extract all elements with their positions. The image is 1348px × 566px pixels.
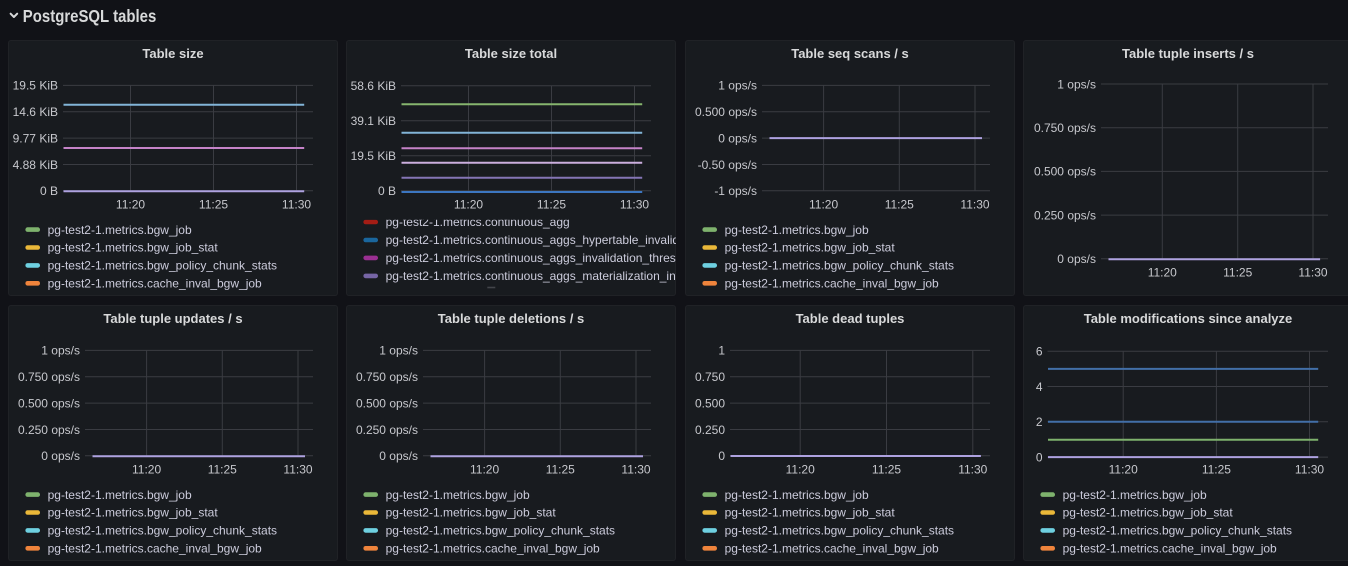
svg-text:58.6 KiB: 58.6 KiB [351,79,396,93]
svg-text:11:30: 11:30 [958,462,987,476]
svg-text:1 ops/s: 1 ops/s [718,79,757,93]
svg-text:11:30: 11:30 [620,197,649,211]
svg-text:pg-test2-1.metrics.bgw_job_sta: pg-test2-1.metrics.bgw_job_stat [386,506,557,520]
svg-text:pg-test2-1.metrics.continuous_: pg-test2-1.metrics.continuous_agg [386,215,570,229]
svg-text:11:25: 11:25 [871,462,900,476]
svg-text:11:20: 11:20 [132,462,161,476]
svg-text:11:30: 11:30 [1295,462,1324,476]
svg-text:pg-test2-1.metrics.bgw_policy_: pg-test2-1.metrics.bgw_policy_chunk_stat… [724,259,953,273]
svg-text:pg-test2-1.metrics.bgw_policy_: pg-test2-1.metrics.bgw_policy_chunk_stat… [724,524,953,538]
svg-text:11:25: 11:25 [1202,462,1231,476]
svg-text:9.77 KiB: 9.77 KiB [13,131,58,145]
svg-text:6: 6 [1036,345,1043,359]
svg-text:11:20: 11:20 [116,197,145,211]
svg-text:Table size: Table size [142,46,203,61]
svg-text:Table seq scans / s: Table seq scans / s [791,46,909,61]
svg-text:pg-test2-1.metrics.cache_inval: pg-test2-1.metrics.cache_inval_bgw_job [724,277,938,291]
svg-text:11:20: 11:20 [1148,265,1177,279]
svg-text:0.500 ops/s: 0.500 ops/s [694,105,756,119]
svg-text:4: 4 [1036,380,1043,394]
svg-text:0: 0 [718,449,725,463]
svg-text:0.250 ops/s: 0.250 ops/s [356,423,418,437]
svg-text:-1 ops/s: -1 ops/s [714,184,757,198]
svg-text:PostgreSQL tables: PostgreSQL tables [23,6,157,26]
svg-text:0.500 ops/s: 0.500 ops/s [1034,165,1096,179]
svg-text:pg-test2-1.metrics.bgw_job: pg-test2-1.metrics.bgw_job [386,488,530,502]
svg-text:0.250: 0.250 [694,423,724,437]
svg-text:pg-test2-1.metrics.cache_inval: pg-test2-1.metrics.cache_inval_bgw_job [386,542,600,556]
svg-text:0.750 ops/s: 0.750 ops/s [356,370,418,384]
svg-text:14.6 KiB: 14.6 KiB [13,105,58,119]
svg-text:pg-test2-1.metrics.bgw_policy_: pg-test2-1.metrics.bgw_policy_chunk_stat… [48,524,277,538]
svg-text:pg-test2-1.metrics.bgw_policy_: pg-test2-1.metrics.bgw_policy_chunk_stat… [386,524,615,538]
svg-text:pg-test2-1.metrics.cache_inval: pg-test2-1.metrics.cache_inval_bgw_job [48,542,262,556]
svg-text:pg-test2-1.metrics.bgw_job_sta: pg-test2-1.metrics.bgw_job_stat [724,506,895,520]
svg-text:pg-test2-1.metrics.bgw_job_sta: pg-test2-1.metrics.bgw_job_stat [1063,506,1234,520]
svg-text:pg-test2-1.metrics.cache_inval: pg-test2-1.metrics.cache_inval_bgw_job [1063,542,1277,556]
svg-text:pg-test2-1.metrics.bgw_job: pg-test2-1.metrics.bgw_job [48,223,192,237]
svg-text:Table dead tuples: Table dead tuples [795,311,904,326]
svg-text:0.250 ops/s: 0.250 ops/s [1034,208,1096,222]
svg-text:0.750: 0.750 [694,370,724,384]
svg-text:Table size total: Table size total [465,46,557,61]
svg-text:2: 2 [1036,415,1043,429]
svg-text:1 ops/s: 1 ops/s [1057,77,1096,91]
svg-text:pg-test2-1.metrics.bgw_policy_: pg-test2-1.metrics.bgw_policy_chunk_stat… [1063,524,1292,538]
svg-text:pg-test2-1.metrics.bgw_job: pg-test2-1.metrics.bgw_job [724,223,868,237]
svg-text:0.500 ops/s: 0.500 ops/s [356,396,418,410]
svg-text:11:30: 11:30 [960,197,989,211]
svg-text:11:20: 11:20 [1109,462,1138,476]
svg-text:pg-test2-1.metrics.continuous_: pg-test2-1.metrics.continuous_aggs_mater… [386,269,676,283]
svg-text:4.88 KiB: 4.88 KiB [13,158,58,172]
svg-text:pg-test2-1.metrics.bgw_job_sta: pg-test2-1.metrics.bgw_job_stat [48,241,219,255]
svg-text:0 ops/s: 0 ops/s [718,131,757,145]
svg-text:0 ops/s: 0 ops/s [379,449,418,463]
svg-text:-0.50 ops/s: -0.50 ops/s [697,158,756,172]
svg-text:Table tuple deletions / s: Table tuple deletions / s [438,311,584,326]
svg-text:11:20: 11:20 [454,197,483,211]
svg-text:pg-test2-1.metrics.cache_inval: pg-test2-1.metrics.cache_inval_bgw_job [48,277,262,291]
svg-text:11:30: 11:30 [283,462,312,476]
svg-text:11:30: 11:30 [282,197,311,211]
svg-text:11:20: 11:20 [809,197,838,211]
svg-text:11:25: 11:25 [1223,265,1252,279]
svg-text:11:20: 11:20 [470,462,499,476]
svg-text:pg-test2-1.metrics.bgw_job: pg-test2-1.metrics.bgw_job [724,488,868,502]
svg-text:11:30: 11:30 [1298,265,1327,279]
svg-text:0 B: 0 B [378,184,396,198]
svg-text:1 ops/s: 1 ops/s [41,344,80,358]
svg-text:11:25: 11:25 [537,197,566,211]
svg-text:19.5 KiB: 19.5 KiB [13,79,58,93]
svg-text:19.5 KiB: 19.5 KiB [351,149,396,163]
svg-text:0: 0 [1036,450,1043,464]
svg-text:0 ops/s: 0 ops/s [41,449,80,463]
svg-text:39.1 KiB: 39.1 KiB [351,114,396,128]
svg-text:Table tuple inserts / s: Table tuple inserts / s [1122,46,1254,61]
svg-text:pg-test2-1.metrics.bgw_job_sta: pg-test2-1.metrics.bgw_job_stat [48,506,219,520]
svg-text:11:25: 11:25 [546,462,575,476]
svg-text:0.500: 0.500 [694,396,724,410]
svg-text:pg-test2-1.metrics.bgw_job_sta: pg-test2-1.metrics.bgw_job_stat [724,241,895,255]
svg-text:1 ops/s: 1 ops/s [379,344,418,358]
svg-text:pg-test2-1.metrics.cache_inval: pg-test2-1.metrics.cache_inval_bgw_job [724,542,938,556]
svg-text:0.750 ops/s: 0.750 ops/s [18,370,80,384]
svg-text:0.500 ops/s: 0.500 ops/s [18,396,80,410]
svg-text:0.750 ops/s: 0.750 ops/s [1034,121,1096,135]
svg-text:Table modifications since anal: Table modifications since analyze [1084,311,1293,326]
svg-text:pg-test2-1.metrics.continuous_: pg-test2-1.metrics.continuous_aggs_inval… [386,251,676,265]
svg-text:11:25: 11:25 [884,197,913,211]
svg-text:11:20: 11:20 [785,462,814,476]
svg-text:0 B: 0 B [40,184,58,198]
svg-text:11:25: 11:25 [199,197,228,211]
svg-text:pg-test2-1.metrics.bgw_policy_: pg-test2-1.metrics.bgw_policy_chunk_stat… [48,259,277,273]
svg-text:pg-test2-1.metrics.bgw_job: pg-test2-1.metrics.bgw_job [48,488,192,502]
svg-text:1: 1 [718,344,725,358]
svg-text:11:25: 11:25 [208,462,237,476]
svg-text:11:30: 11:30 [621,462,650,476]
svg-text:pg-test2-1.metrics.continuous_: pg-test2-1.metrics.continuous_aggs_hyper… [386,233,676,247]
svg-text:pg-test2-1.metrics.bgw_job: pg-test2-1.metrics.bgw_job [1063,488,1207,502]
svg-text:0 ops/s: 0 ops/s [1057,252,1096,266]
svg-text:Table tuple updates / s: Table tuple updates / s [103,311,242,326]
svg-text:0.250 ops/s: 0.250 ops/s [18,423,80,437]
